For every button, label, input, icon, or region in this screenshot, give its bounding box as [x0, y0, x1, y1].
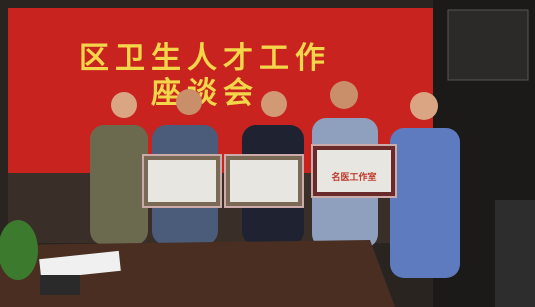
shape — [410, 92, 438, 120]
page: {"banner": {"line1": "区卫生人才工作", "line2":… — [0, 0, 535, 307]
chair — [495, 200, 535, 307]
shape — [330, 81, 358, 109]
shape — [261, 91, 287, 117]
banner-line-2: 座谈会 — [151, 76, 259, 111]
shape — [390, 128, 460, 278]
shape — [90, 125, 148, 245]
plaque — [317, 150, 391, 192]
plaque — [148, 160, 216, 202]
shape — [111, 92, 137, 118]
plaque-label: 名医工作室 — [331, 171, 376, 183]
banner-line-1: 区卫生人才工作 — [79, 41, 331, 76]
plaque — [230, 160, 298, 202]
photo: 区卫生人才工作 座谈会 名医工作室 — [0, 0, 535, 307]
phone — [40, 275, 80, 295]
wall-panel — [448, 10, 528, 80]
shape — [176, 89, 202, 115]
